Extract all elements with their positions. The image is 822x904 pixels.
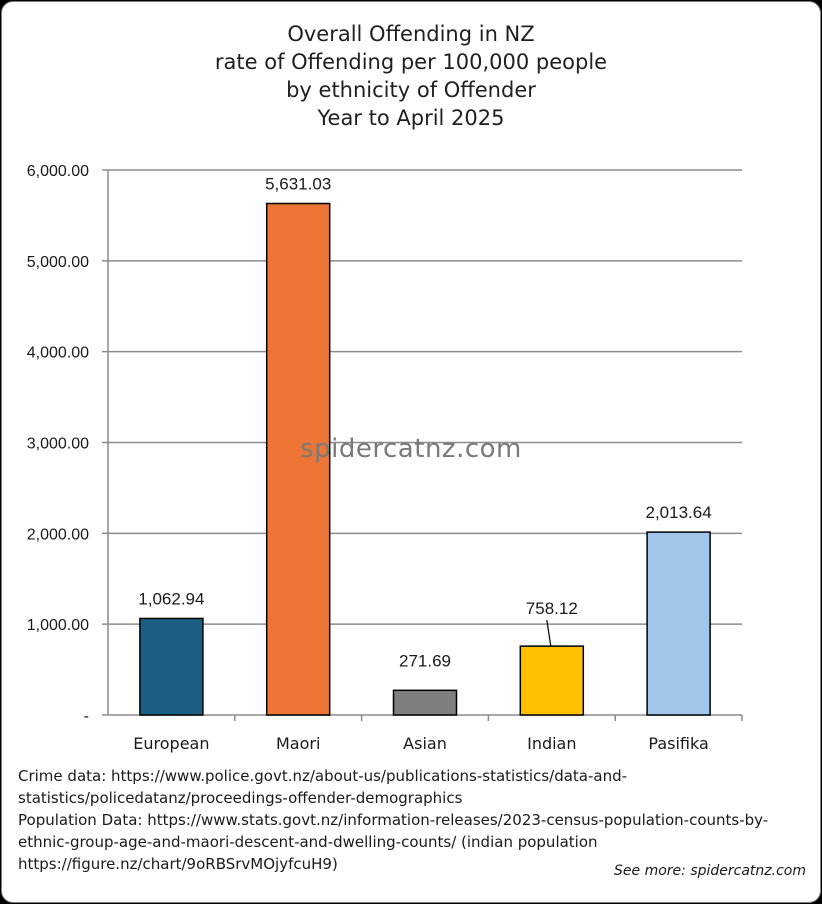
data-label: 271.69 (399, 651, 451, 670)
watermark: spidercatnz.com (300, 434, 522, 464)
data-label: 5,631.03 (265, 175, 331, 194)
see-more-note: See more: spidercatnz.com (614, 863, 806, 879)
source-line-5: https://figure.nz/chart/9oRBSrvMOjyfcuH9… (18, 855, 338, 873)
chart-title: Overall Offending in NZ rate of Offendin… (2, 20, 820, 132)
data-label: 2,013.64 (646, 503, 712, 522)
category-label: Indian (527, 734, 576, 753)
category-label: European (133, 734, 209, 753)
source-line-2: statistics/policedatanz/proceedings-offe… (18, 789, 463, 807)
bar-european (139, 617, 204, 716)
y-tick-label: 1,000.00 (27, 617, 89, 634)
bar-asian (392, 689, 458, 716)
y-tick-label: 4,000.00 (27, 345, 89, 362)
title-line-1: Overall Offending in NZ (287, 22, 535, 46)
bar-indian (519, 645, 585, 716)
data-label: 758.12 (526, 599, 578, 618)
title-line-3: by ethnicity of Offender (286, 78, 536, 102)
bar-maori (265, 202, 331, 716)
source-line-4: ethnic-group-age-and-maori-descent-and-d… (18, 833, 598, 851)
source-line-3: Population Data: https://www.stats.govt.… (18, 811, 769, 829)
y-tick-label: 3,000.00 (27, 436, 89, 453)
bar-pasifika (646, 531, 711, 716)
y-tick-label: 5,000.00 (27, 254, 89, 271)
y-tick-label: 6,000.00 (27, 163, 89, 180)
leader-line (546, 620, 552, 647)
category-label: Asian (403, 734, 447, 753)
title-line-2: rate of Offending per 100,000 people (214, 50, 608, 74)
sources-text: Crime data: https://www.police.govt.nz/a… (18, 765, 808, 875)
y-tick-label: - (84, 708, 89, 725)
data-label: 1,062.94 (138, 589, 204, 608)
category-label: Pasifika (648, 734, 708, 753)
category-label: Maori (276, 734, 320, 753)
y-tick-label: 2,000.00 (27, 526, 89, 543)
title-line-4: Year to April 2025 (317, 106, 505, 130)
source-line-1: Crime data: https://www.police.govt.nz/a… (18, 767, 628, 785)
